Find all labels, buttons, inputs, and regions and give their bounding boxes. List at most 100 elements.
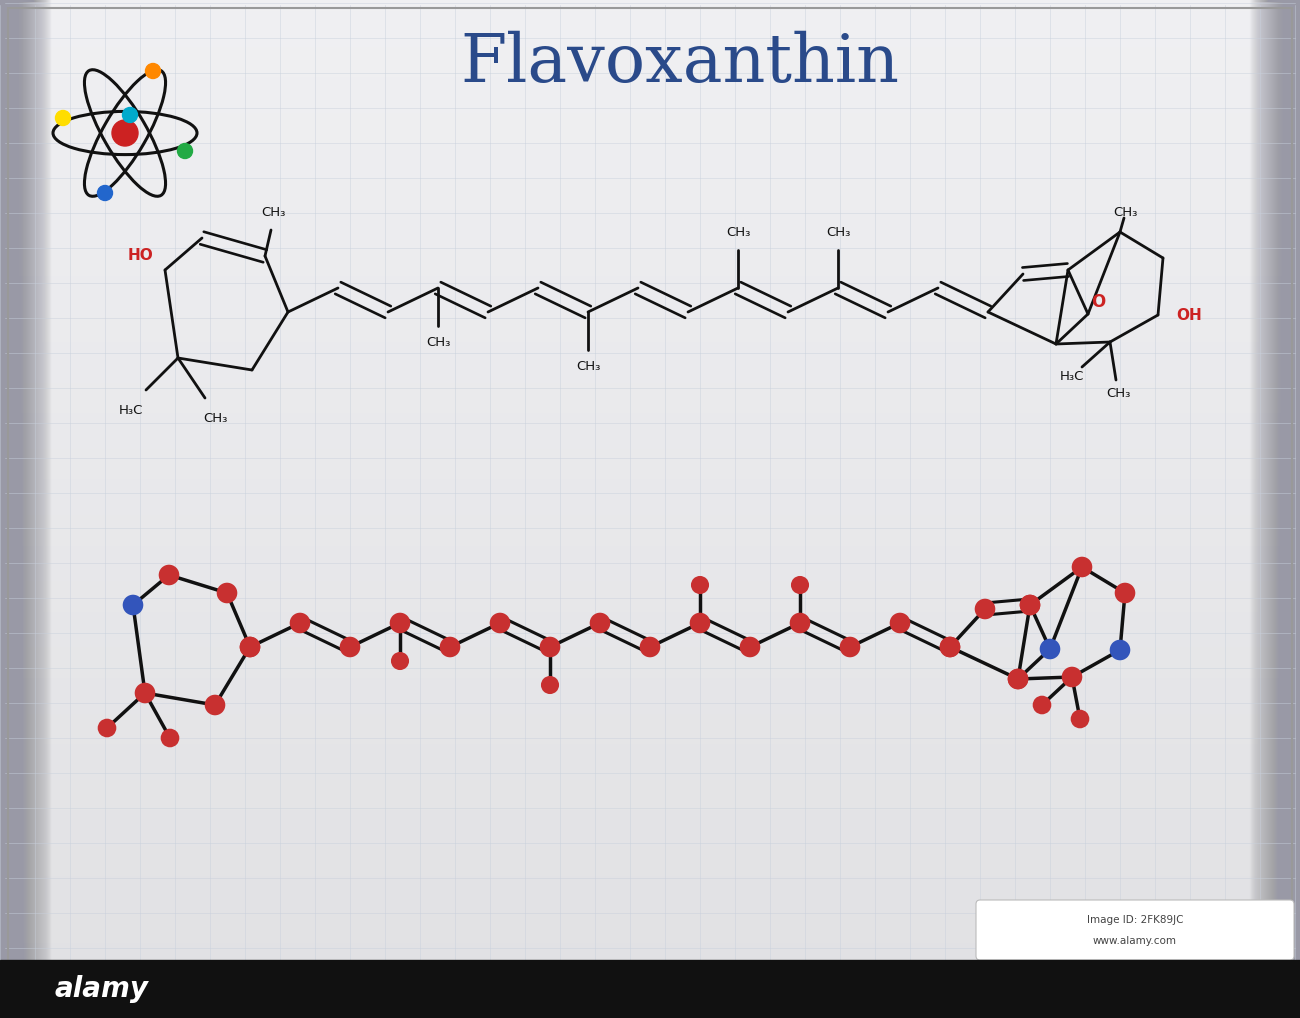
Bar <box>0 0 12 1018</box>
Bar <box>0 0 20 1018</box>
Bar <box>0 229 1300 234</box>
Bar <box>0 0 6 1018</box>
Bar <box>0 865 1300 870</box>
Bar <box>0 926 1300 931</box>
Bar <box>0 921 1300 926</box>
Bar <box>0 433 1300 438</box>
Bar <box>1257 0 1300 1018</box>
Bar <box>0 875 1300 881</box>
Bar <box>1283 0 1300 1018</box>
Bar <box>1291 0 1300 1018</box>
Bar <box>0 555 1300 560</box>
Bar <box>0 840 1300 845</box>
Bar <box>0 448 1300 453</box>
Bar <box>0 0 14 1018</box>
Bar <box>1265 0 1300 1018</box>
Bar <box>0 265 1300 270</box>
Bar <box>0 575 1300 580</box>
Bar <box>0 224 1300 229</box>
Bar <box>0 316 1300 321</box>
Bar <box>1284 0 1300 1018</box>
Bar <box>0 509 1300 514</box>
Bar <box>0 896 1300 901</box>
Bar <box>0 36 1300 41</box>
Bar <box>0 0 26 1018</box>
Bar <box>1277 0 1300 1018</box>
Bar <box>0 148 1300 153</box>
Bar <box>0 0 20 1018</box>
Bar <box>0 178 1300 183</box>
Bar <box>0 677 1300 682</box>
Bar <box>1251 0 1300 1018</box>
Point <box>96 720 117 736</box>
Point <box>789 577 810 593</box>
Bar <box>0 0 10 1018</box>
Bar <box>0 758 1300 764</box>
Bar <box>0 855 1300 860</box>
Bar <box>0 193 1300 199</box>
Bar <box>0 0 3 1018</box>
Bar <box>0 0 47 1018</box>
Bar <box>1286 0 1300 1018</box>
Bar <box>0 590 1300 596</box>
Point <box>689 577 710 593</box>
Bar <box>1284 0 1300 1018</box>
Bar <box>0 0 39 1018</box>
Bar <box>0 285 1300 290</box>
Bar <box>0 0 36 1018</box>
Bar <box>1296 0 1300 1018</box>
Bar <box>0 850 1300 855</box>
Bar <box>0 0 20 1018</box>
Bar <box>1268 0 1300 1018</box>
Bar <box>0 0 3 1018</box>
Point <box>1008 671 1028 687</box>
Bar <box>0 443 1300 448</box>
Bar <box>1287 0 1300 1018</box>
Bar <box>0 845 1300 850</box>
Point <box>1070 711 1091 727</box>
Bar <box>0 412 1300 417</box>
Bar <box>0 0 44 1018</box>
Bar <box>0 199 1300 204</box>
Bar <box>0 0 25 1018</box>
Bar <box>1273 0 1300 1018</box>
Text: Image ID: 2FK89JC: Image ID: 2FK89JC <box>1087 915 1183 925</box>
Bar <box>0 331 1300 336</box>
Bar <box>0 0 25 1018</box>
Bar <box>1254 0 1300 1018</box>
Bar <box>0 346 1300 351</box>
Bar <box>0 977 1300 982</box>
Bar <box>0 0 18 1018</box>
Bar <box>0 646 1300 652</box>
Bar <box>0 5 1300 10</box>
Point <box>217 585 238 602</box>
Bar <box>1278 0 1300 1018</box>
Bar <box>1291 0 1300 1018</box>
Bar <box>0 652 1300 657</box>
Bar <box>1269 0 1300 1018</box>
Bar <box>0 753 1300 758</box>
Bar <box>0 743 1300 748</box>
Bar <box>0 204 1300 209</box>
Bar <box>0 438 1300 443</box>
Bar <box>0 0 1 1018</box>
Point <box>889 615 910 631</box>
Point <box>239 639 260 656</box>
FancyBboxPatch shape <box>976 900 1294 960</box>
Bar <box>0 270 1300 275</box>
Bar <box>0 1013 1300 1018</box>
Bar <box>0 825 1300 830</box>
Bar <box>0 489 1300 494</box>
Bar <box>0 158 1300 163</box>
Bar <box>1258 0 1300 1018</box>
Bar <box>1279 0 1300 1018</box>
Bar <box>1252 0 1300 1018</box>
Bar <box>1274 0 1300 1018</box>
Bar <box>0 341 1300 346</box>
Point <box>640 639 660 656</box>
Point <box>339 639 360 656</box>
Bar <box>0 188 1300 193</box>
Bar <box>0 397 1300 402</box>
Bar <box>0 616 1300 621</box>
Bar <box>0 0 5 1018</box>
